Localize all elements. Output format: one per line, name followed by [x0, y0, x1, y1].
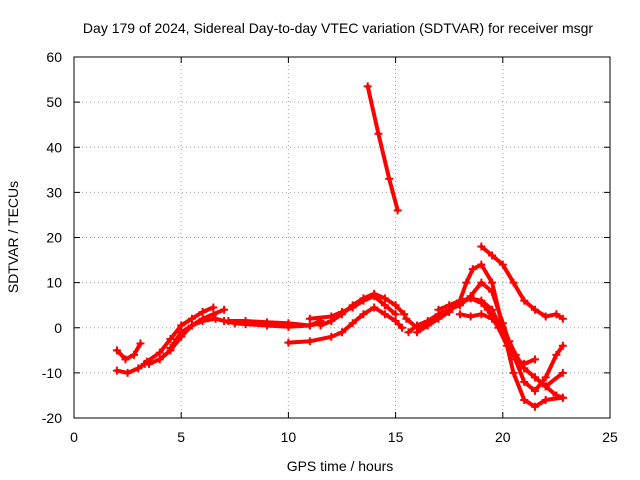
series-line-sat-j: [365, 84, 400, 213]
series-points-sat-l: [404, 278, 567, 395]
series-points-sat-f: [224, 316, 325, 330]
y-axis-label: SDTVAR / TECUs: [5, 181, 21, 293]
series-line-sat-b: [114, 361, 147, 375]
x-tick-label: 25: [602, 429, 618, 445]
y-tick-label: 50: [46, 94, 62, 110]
y-tick-label: -10: [42, 365, 62, 381]
x-tick-label: 0: [70, 429, 78, 445]
x-tick-label: 15: [388, 429, 404, 445]
x-axis-label: GPS time / hours: [287, 458, 394, 474]
x-tick-label: 5: [177, 429, 185, 445]
chart-title: Day 179 of 2024, Sidereal Day-to-day VTE…: [83, 20, 593, 36]
series-points-sat-i: [305, 292, 400, 323]
y-tick-label: 20: [46, 230, 62, 246]
series-line-sat-a: [114, 341, 143, 362]
axes: 0 5 10 15 20 25 -20 -10 0 10 20 30 40 50 60: [42, 49, 618, 445]
series-line-sat-l: [406, 280, 565, 393]
y-tick-label: 40: [46, 139, 62, 155]
series-points-sat-c: [142, 303, 218, 366]
x-tick-label: 20: [495, 429, 511, 445]
series-points-sat-j: [363, 82, 402, 215]
y-tick-label: 60: [46, 49, 62, 65]
series-layer: [112, 82, 567, 411]
y-tick-label: 0: [54, 320, 62, 336]
y-tick-label: 30: [46, 184, 62, 200]
y-tick-label: 10: [46, 275, 62, 291]
series-line-sat-g: [286, 305, 404, 345]
series-points-sat-p: [477, 242, 567, 323]
series-points-sat-h: [316, 289, 409, 330]
series-points-sat-o: [455, 310, 567, 402]
series-points-sat-a: [112, 339, 145, 364]
series-points-sat-b: [112, 359, 149, 377]
series-points-sat-m: [413, 260, 567, 411]
grid-lines: [74, 57, 610, 418]
x-tick-label: 10: [281, 429, 297, 445]
series-points-sat-g: [284, 303, 407, 347]
y-tick-label: -20: [42, 410, 62, 426]
